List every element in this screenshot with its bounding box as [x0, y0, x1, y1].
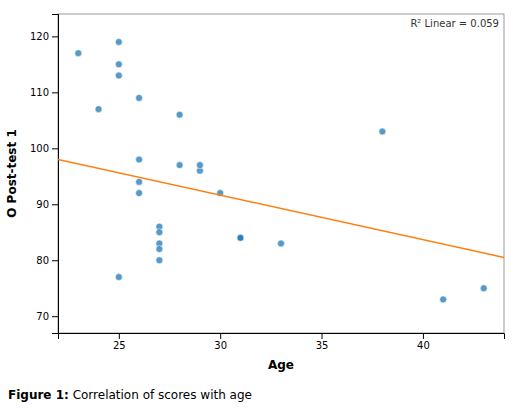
regression-line [58, 160, 504, 258]
scatter-point [95, 106, 102, 113]
plot: 25 30 35 40 70 80 90 100 110 120 R² Linear = 0.059 [30, 14, 505, 351]
y-tick-label: 80 [36, 255, 49, 266]
x-tick-label: 40 [417, 340, 430, 351]
annotation: R² Linear = 0.059 [410, 18, 499, 29]
scatter-point [156, 246, 163, 253]
scatter-point [237, 234, 244, 241]
scatter-point [480, 285, 487, 292]
scatter-point [115, 38, 122, 45]
scatter-point [136, 190, 143, 197]
scatter-point [115, 274, 122, 281]
y-tick-mark [52, 92, 58, 93]
scatter-point [176, 111, 183, 118]
caption-text: Correlation of scores with age [69, 388, 252, 402]
scatter-point [115, 72, 122, 79]
y-axis-title: O Post-test 1 [5, 129, 19, 218]
y-tick: 70 [36, 311, 58, 322]
x-tick-label: 35 [316, 340, 329, 351]
y-tick-mark [52, 260, 58, 261]
y-tick: 110 [30, 87, 58, 98]
scatter-point [176, 162, 183, 169]
caption-label: Figure 1: [8, 388, 69, 402]
x-axis-line [59, 334, 505, 340]
x-axis: 25 30 35 40 [59, 333, 505, 351]
scatter-point [156, 257, 163, 264]
scatter-point [196, 162, 203, 169]
caption: Figure 1: Correlation of scores with age [8, 388, 252, 402]
y-tick: 100 [30, 143, 58, 154]
scatter-point [136, 94, 143, 101]
y-tick-mark [52, 316, 58, 317]
y-axis: 70 80 90 100 110 120 [30, 15, 59, 334]
scatter-point [278, 240, 285, 247]
x-tick: 25 [113, 333, 126, 351]
x-tick-mark [119, 333, 120, 339]
scatter-point [136, 178, 143, 185]
y-tick-label: 70 [36, 311, 49, 322]
x-axis-title: Age [268, 358, 294, 372]
scatter-point [136, 156, 143, 163]
x-tick: 35 [316, 333, 329, 351]
y-tick-label: 110 [30, 87, 49, 98]
scatter-point [115, 61, 122, 68]
x-tick-label: 30 [214, 340, 227, 351]
y-tick-mark [52, 148, 58, 149]
y-tick: 90 [36, 199, 58, 210]
scatter-point [75, 50, 82, 57]
y-tick-label: 120 [30, 31, 49, 42]
y-tick: 80 [36, 255, 58, 266]
y-tick-mark [52, 204, 58, 205]
marks [58, 38, 504, 302]
x-tick: 30 [214, 333, 227, 351]
y-tick-mark [52, 36, 58, 37]
y-tick-label: 90 [36, 199, 49, 210]
x-tick-mark [322, 333, 323, 339]
chart: 25 30 35 40 70 80 90 100 110 120 R² Linear = 0.059… [0, 0, 520, 411]
y-tick: 120 [30, 31, 58, 42]
scatter-point [237, 234, 244, 241]
scatter-point [379, 128, 386, 135]
y-tick-label: 100 [30, 143, 49, 154]
scatter-point [156, 229, 163, 236]
x-tick-label: 25 [113, 340, 126, 351]
x-tick: 40 [417, 333, 430, 351]
plot-frame [58, 14, 504, 333]
x-tick-mark [220, 333, 221, 339]
scatter-point [440, 296, 447, 303]
x-tick-mark [423, 333, 424, 339]
y-axis-line [52, 15, 59, 334]
